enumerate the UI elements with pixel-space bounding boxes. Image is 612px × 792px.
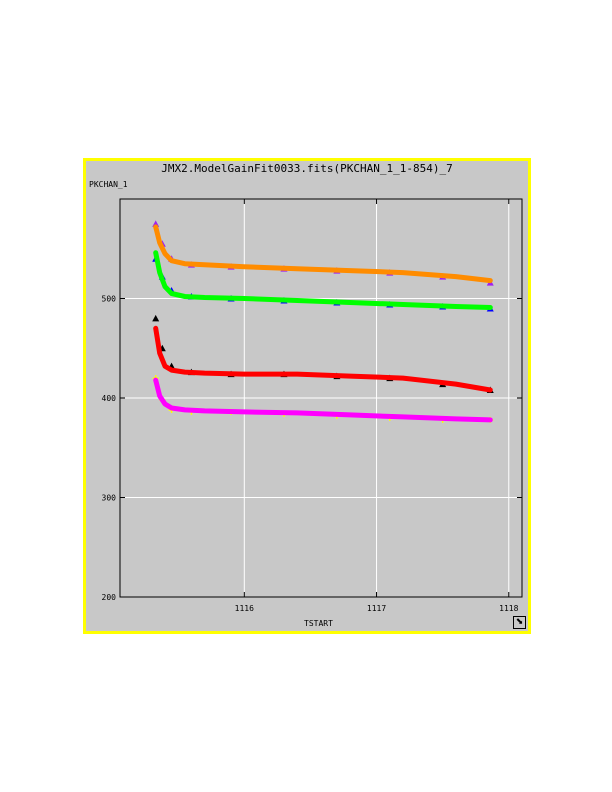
y-tick-label: 300 — [102, 494, 117, 503]
y-tick-label: 400 — [102, 394, 117, 403]
fit-line — [153, 224, 493, 284]
plot-window: JMX2.ModelGainFit0033.fits(PKCHAN_1_1-85… — [83, 158, 531, 634]
x-axis-label: TSTART — [304, 619, 333, 628]
y-tick-label: 500 — [102, 295, 117, 304]
y-axis-label: PKCHAN_1 — [89, 180, 128, 189]
plot-title: JMX2.ModelGainFit0033.fits(PKCHAN_1_1-85… — [161, 162, 453, 175]
x-tick-label: 1117 — [367, 604, 386, 613]
data-point — [152, 314, 160, 322]
fit-line — [153, 325, 493, 393]
scatter-chart: 1116 1117 1118 200 300 400 500 — [102, 198, 523, 613]
fit-line — [153, 250, 493, 310]
resize-icon[interactable]: ⬊ — [513, 616, 526, 629]
x-tick-label: 1118 — [499, 604, 518, 613]
x-tick-label: 1116 — [235, 604, 254, 613]
plot-frame-border — [119, 198, 523, 598]
y-tick-label: 200 — [102, 593, 117, 602]
fit-line — [153, 377, 493, 423]
